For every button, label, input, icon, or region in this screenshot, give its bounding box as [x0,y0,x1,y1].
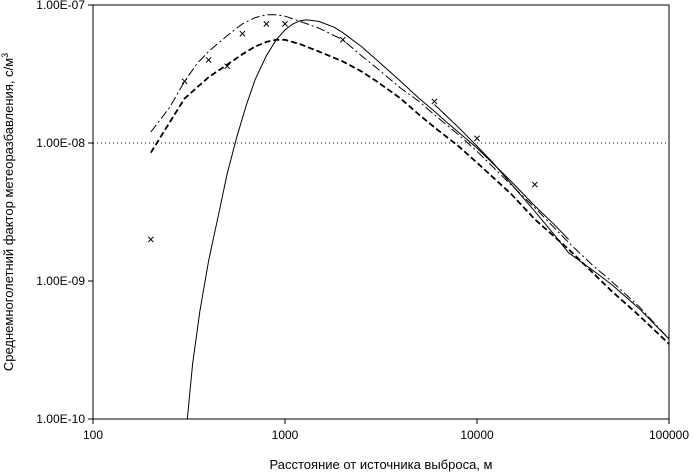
data-point-marker [181,78,188,85]
data-point-marker [531,181,538,188]
y-tick-label: 1.00E-08 [36,136,85,150]
data-point-marker [205,56,212,63]
data-point-marker [339,36,346,43]
y-tick-label: 1.00E-10 [36,412,85,426]
x-axis-title: Расстояние от источника выброса, м [270,457,493,472]
y-tick-label: 1.00E-09 [36,274,85,288]
data-point-marker [431,98,438,105]
data-point-marker [147,236,154,243]
data-point-marker [224,63,231,70]
series-layer [147,14,670,420]
x-tick-label: 100 [83,428,103,442]
x-tick-label: 100000 [649,428,689,442]
data-point-marker [263,20,270,27]
y-axis-title: Среднемноголетний фактор метеоразбавлени… [0,53,16,371]
data-point-marker [239,30,246,37]
data-point-marker [282,20,288,27]
series-line-3 [150,14,670,340]
y-axis-title-text: Среднемноголетний фактор метеоразбавлени… [1,58,16,371]
y-tick-label: 1.00E-07 [36,0,85,12]
x-tick-label: 1000 [272,428,299,442]
y-axis-title-superscript: 3 [0,53,10,58]
series-line-4 [150,38,670,345]
data-point-marker [474,135,480,142]
series-line-1 [186,19,569,420]
x-tick-label: 10000 [460,428,494,442]
series-line-2 [434,104,670,340]
plot-area [92,4,670,420]
axis-layer: 100 1000 10000 100000 1.00E-10 1.00E-09 1.00E-… [36,0,689,442]
